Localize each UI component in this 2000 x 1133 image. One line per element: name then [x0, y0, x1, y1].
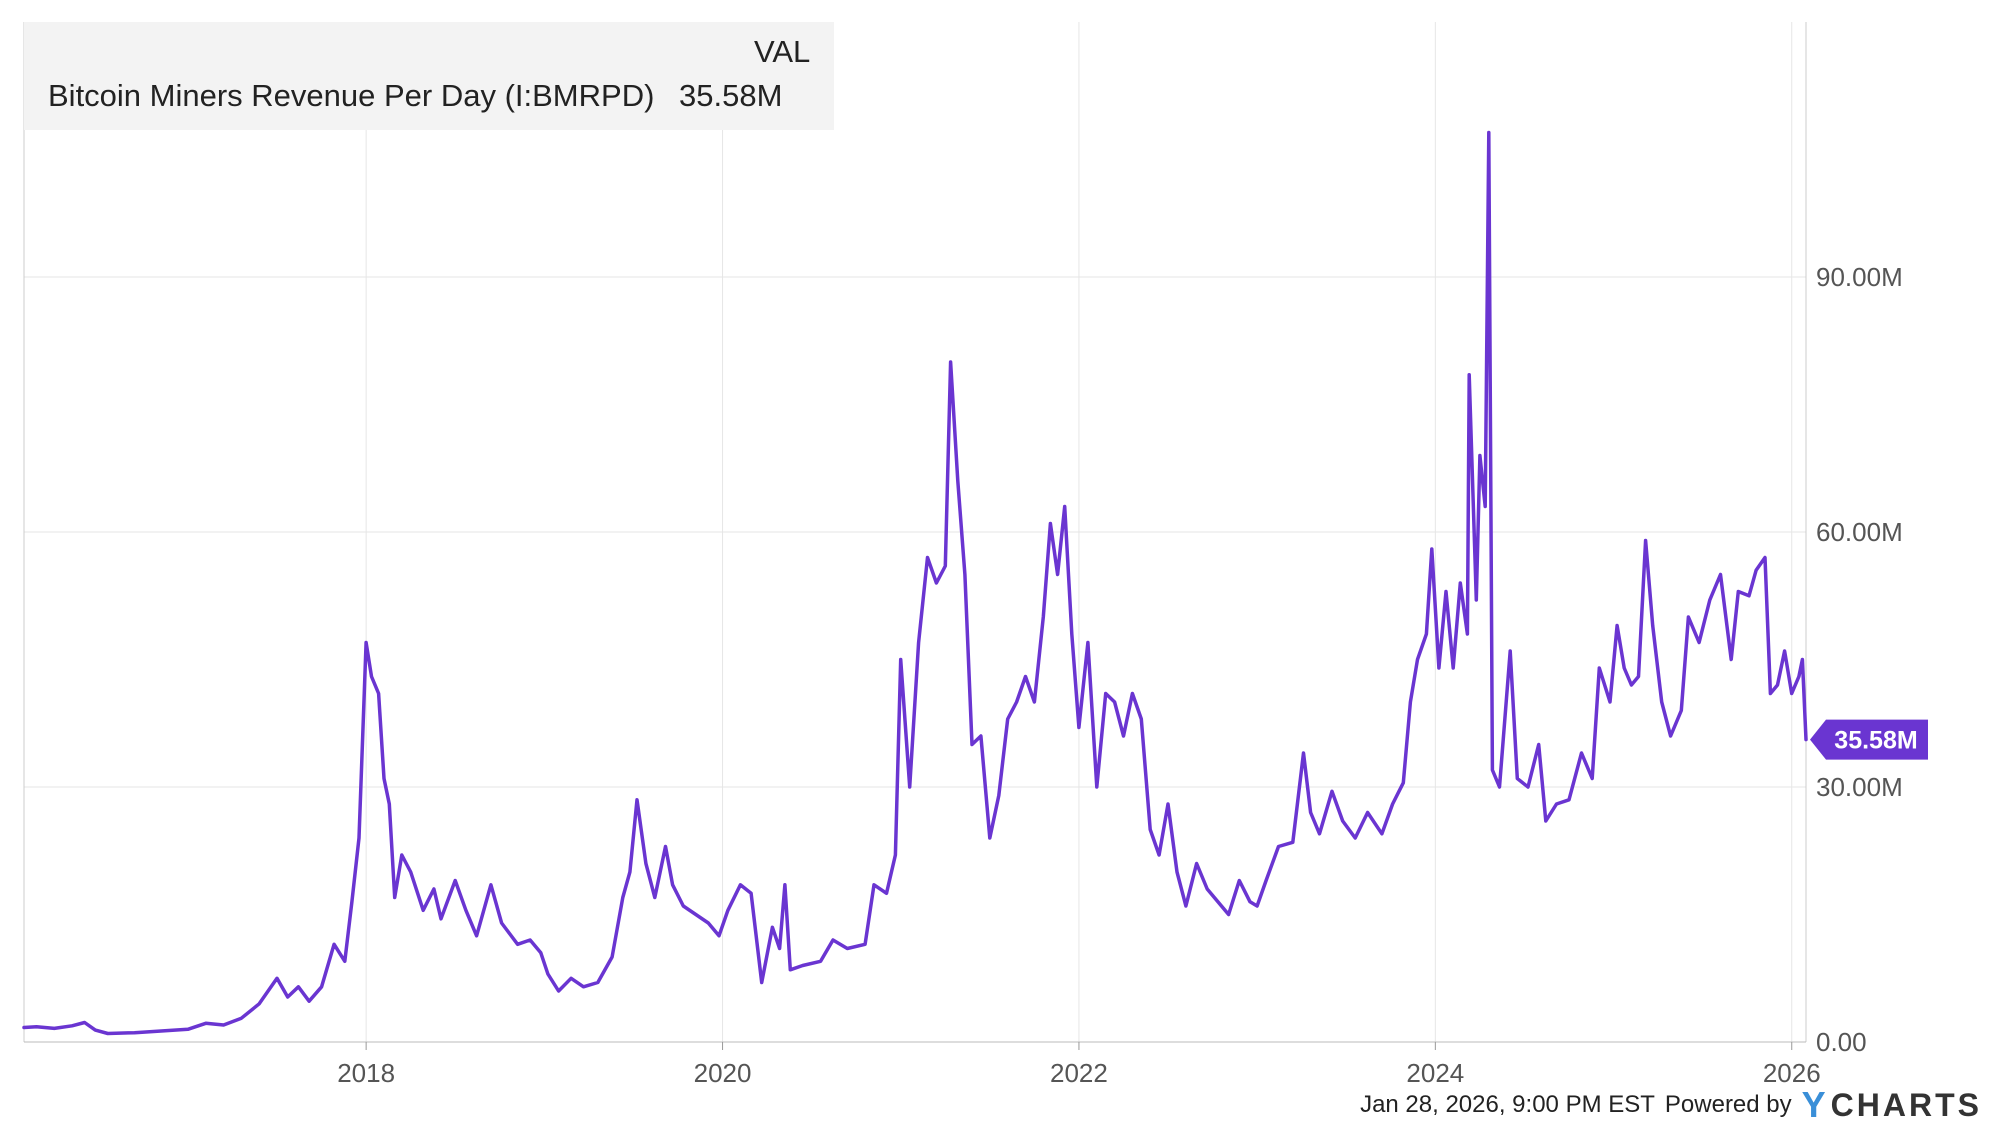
legend: VAL Bitcoin Miners Revenue Per Day (I:BM… — [24, 22, 834, 130]
x-tick-label: 2024 — [1406, 1058, 1464, 1088]
ycharts-logo[interactable]: Y CHARTS — [1802, 1084, 1982, 1126]
legend-series-value: 35.58M — [679, 78, 783, 113]
y-tick-label: 30.00M — [1816, 772, 1903, 802]
x-tick-label: 2026 — [1763, 1058, 1821, 1088]
chart-grid — [23, 22, 1807, 1043]
last-value-label: 35.58M — [1810, 719, 1928, 760]
footer-timestamp: Jan 28, 2026, 9:00 PM EST — [1360, 1091, 1655, 1118]
legend-series-name: Bitcoin Miners Revenue Per Day (I:BMRPD) — [48, 78, 655, 113]
footer-powered-by: Powered by — [1664, 1091, 1792, 1118]
series-line — [22, 130, 1808, 1036]
footer: Jan 28, 2026, 9:00 PM EST Powered by Y C… — [1360, 1084, 1982, 1126]
y-tick-label: 0.00 — [1816, 1027, 1867, 1057]
last-value-badge — [1810, 719, 1928, 760]
y-tick-label: 60.00M — [1816, 517, 1903, 547]
series-layer — [22, 130, 1808, 1036]
last-value-text: 35.58M — [1834, 727, 1917, 755]
x-tick-label: 2022 — [1050, 1058, 1108, 1088]
y-axis: 0.00 30.00M 60.00M 90.00M — [1816, 262, 1903, 1057]
y-tick-label: 90.00M — [1816, 262, 1903, 292]
ycharts-logo-y: Y — [1801, 1084, 1829, 1125]
x-tick-label: 2020 — [694, 1058, 752, 1088]
x-tick-label: 2018 — [337, 1058, 395, 1088]
x-axis: 2018 2020 2022 2024 2026 — [337, 1042, 1821, 1088]
ycharts-logo-text: CHARTS — [1830, 1086, 1982, 1123]
legend-header: VAL — [754, 34, 811, 69]
